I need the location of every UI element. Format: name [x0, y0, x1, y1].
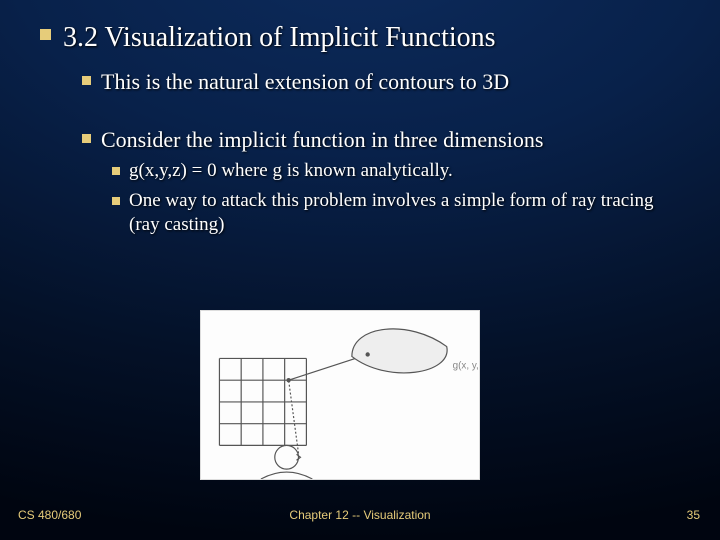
- square-bullet-icon: [40, 29, 51, 40]
- bullet-text: One way to attack this problem involves …: [129, 189, 680, 237]
- figure-svg: g(x, y, z): [201, 311, 479, 479]
- heading-text: 3.2 Visualization of Implicit Functions: [63, 22, 496, 54]
- square-bullet-icon: [82, 134, 91, 143]
- page-number: 35: [687, 508, 700, 522]
- slide: 3.2 Visualization of Implicit Functions …: [0, 0, 720, 540]
- svg-text:g(x, y, z): g(x, y, z): [453, 360, 479, 371]
- bullet-l1-a: This is the natural extension of contour…: [82, 68, 680, 96]
- square-bullet-icon: [112, 167, 120, 175]
- bullet-text: Consider the implicit function in three …: [101, 126, 543, 154]
- square-bullet-icon: [82, 76, 91, 85]
- bullet-text: This is the natural extension of contour…: [101, 68, 509, 96]
- content-area: 3.2 Visualization of Implicit Functions …: [0, 0, 720, 236]
- spacer: [40, 96, 680, 112]
- chapter-title: Chapter 12 -- Visualization: [0, 508, 720, 522]
- bullet-text: g(x,y,z) = 0 where g is known analytical…: [129, 159, 453, 183]
- heading-row: 3.2 Visualization of Implicit Functions: [40, 22, 680, 54]
- square-bullet-icon: [112, 197, 120, 205]
- footer: CS 480/680 Chapter 12 -- Visualization 3…: [0, 508, 720, 526]
- ray-casting-figure: g(x, y, z): [200, 310, 480, 480]
- bullet-l2-b: One way to attack this problem involves …: [112, 189, 680, 237]
- bullet-l2-a: g(x,y,z) = 0 where g is known analytical…: [112, 159, 680, 183]
- bullet-l1-b: Consider the implicit function in three …: [82, 126, 680, 154]
